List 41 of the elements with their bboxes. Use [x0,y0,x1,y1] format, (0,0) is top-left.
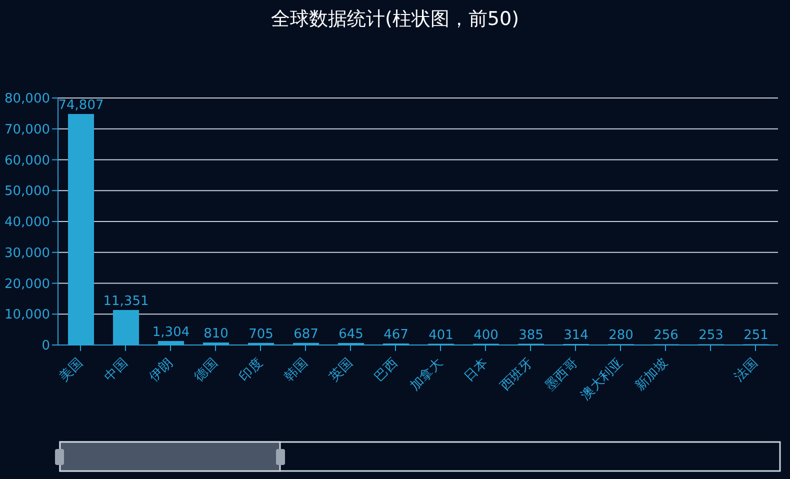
x-tick-label: 澳大利亚 [578,356,626,404]
chart-title: 全球数据统计(柱状图，前50) [270,7,520,32]
x-tick-label: 西班牙 [498,356,536,394]
x-tick-label: 美国 [56,355,86,385]
x-tick-label: 巴西 [372,356,401,385]
data-label: 74,807 [58,98,104,114]
data-label: 810 [204,326,228,342]
data-label: 251 [744,328,768,344]
x-tick-label: 法国 [732,356,761,385]
data-label: 314 [564,328,588,344]
y-tick-label: 10,000 [4,308,50,323]
y-tick-label: 60,000 [4,153,50,168]
data-label: 467 [384,328,408,343]
data-label: 385 [518,328,544,343]
x-tick-label: 中国 [102,356,131,385]
data-label: 400 [474,328,498,343]
y-tick-label: 80,000 [4,92,50,107]
data-label: 1,304 [152,324,190,340]
data-label: 11,351 [103,294,149,309]
x-tick-label: 英国 [326,356,356,385]
x-tick-label: 加拿大 [408,356,446,394]
y-tick-label: 0 [42,338,50,354]
x-tick-label: 伊朗 [146,355,176,385]
x-tick-label: 新加坡 [632,356,671,394]
y-tick-label: 50,000 [4,184,50,200]
data-label: 705 [248,326,274,342]
data-label: 256 [654,328,678,344]
x-tick-label: 墨西哥 [542,356,581,394]
data-label: 280 [608,328,634,344]
x-tick-label: 德国 [192,356,221,385]
data-label: 253 [698,328,724,344]
x-tick-label: 日本 [462,356,491,385]
y-tick-label: 70,000 [4,122,50,138]
data-label: 401 [428,328,454,343]
x-tick-label: 印度 [236,355,266,385]
data-label: 687 [294,326,318,342]
y-tick-label: 20,000 [4,276,50,292]
y-tick-label: 40,000 [4,215,50,230]
data-label: 645 [338,327,364,342]
y-tick-label: 30,000 [4,246,50,261]
x-tick-label: 韩国 [282,356,311,385]
